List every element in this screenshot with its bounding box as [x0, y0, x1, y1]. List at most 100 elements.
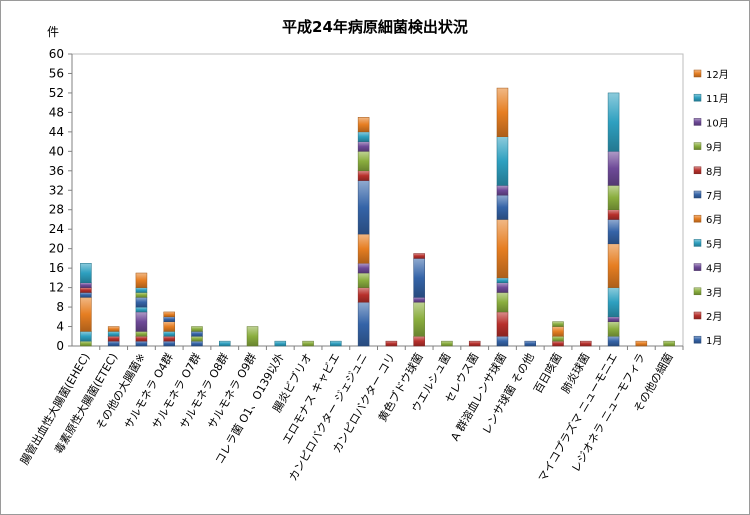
- bar-segment: [413, 301, 425, 337]
- bar-segment: [413, 258, 425, 298]
- bar-segment: [80, 282, 92, 288]
- legend-swatch: [693, 69, 702, 78]
- legend-label: 4月: [706, 263, 722, 275]
- bar-segment: [107, 326, 120, 332]
- bar-segment: [357, 272, 370, 288]
- legend-label: 2月: [706, 311, 722, 323]
- bar-segment: [357, 180, 370, 235]
- y-tick-label: 8: [56, 300, 64, 314]
- bar-segment: [80, 263, 92, 283]
- bar-segment: [107, 331, 120, 337]
- bar-segment: [663, 340, 675, 347]
- plot-area: [71, 53, 684, 347]
- bar-segment: [607, 321, 620, 337]
- bar-segment: [357, 287, 370, 303]
- bar-segment: [496, 292, 509, 313]
- legend-label: 8月: [706, 166, 722, 178]
- y-tick-label: 52: [49, 86, 64, 100]
- bar-segment: [135, 336, 148, 342]
- bar-segment: [552, 326, 564, 337]
- legend-swatch: [693, 287, 702, 296]
- bar-segment: [635, 340, 648, 347]
- legend-label: 6月: [706, 214, 722, 226]
- y-tick-label: 60: [49, 47, 64, 61]
- bar-segment: [357, 141, 370, 152]
- bar-segment: [357, 301, 370, 347]
- legend-label: 3月: [706, 287, 722, 299]
- legend-swatch: [693, 335, 702, 344]
- bar-segment: [607, 219, 620, 245]
- bar-segment: [357, 117, 370, 133]
- bar-segment: [135, 306, 148, 313]
- bar-segment: [135, 297, 148, 308]
- legend-swatch: [693, 311, 702, 320]
- bar-segment: [496, 219, 509, 279]
- legend-swatch: [693, 118, 702, 126]
- bar-segment: [246, 326, 259, 347]
- y-tick-label: 44: [49, 125, 64, 139]
- y-tick-label: 28: [49, 203, 64, 217]
- bar-segment: [496, 311, 509, 337]
- bar-segment: [80, 292, 92, 298]
- bar-segment: [135, 287, 148, 293]
- bar-segment: [552, 321, 564, 327]
- bar-segment: [80, 287, 92, 293]
- bar-segment: [107, 336, 120, 342]
- bar-segment: [191, 331, 203, 337]
- legend-swatch: [693, 142, 702, 150]
- legend-label: 10月: [706, 117, 729, 129]
- y-tick-label: 12: [49, 281, 64, 295]
- bar-segment: [607, 287, 620, 318]
- legend-swatch: [693, 239, 702, 247]
- bar-segment: [552, 340, 564, 347]
- y-tick-label: 20: [49, 242, 64, 256]
- bar-segment: [413, 297, 425, 303]
- bar-segment: [441, 340, 453, 347]
- y-tick-label: 4: [56, 320, 64, 334]
- bar-segment: [496, 277, 509, 283]
- legend-swatch: [693, 93, 702, 102]
- bar-segment: [496, 282, 509, 293]
- bar-segment: [580, 340, 592, 347]
- bar-segment: [135, 292, 148, 298]
- bar-segment: [496, 87, 509, 137]
- legend-label: 12月: [706, 69, 729, 81]
- legend-swatch: [693, 263, 702, 271]
- bar-segment: [552, 336, 564, 342]
- legend-swatch: [693, 214, 702, 223]
- bar-segment: [607, 316, 620, 322]
- bar-segment: [163, 311, 175, 318]
- y-tick-label: 56: [49, 66, 64, 80]
- bar-segment: [385, 340, 398, 347]
- bar-segment: [191, 326, 203, 332]
- legend-label: 7月: [706, 190, 722, 202]
- y-tick-label: 48: [49, 105, 64, 119]
- bar-segment: [607, 243, 620, 288]
- y-tick-label: 36: [49, 164, 64, 178]
- bar-segment: [413, 253, 425, 259]
- legend-label: 11月: [706, 93, 729, 105]
- bar-segment: [496, 136, 509, 186]
- legend-label: 5月: [706, 238, 722, 250]
- y-tick-label: 40: [49, 144, 64, 158]
- bar-segment: [135, 272, 148, 288]
- bar-segment: [163, 321, 175, 332]
- y-tick-label: 0: [56, 339, 64, 353]
- bar-segment: [163, 336, 175, 342]
- chart-title: 平成24年病原細菌検出状況: [282, 18, 468, 36]
- bar-segment: [135, 340, 148, 347]
- legend-swatch: [693, 166, 702, 175]
- bar-segment: [496, 336, 509, 347]
- bar-segment: [135, 311, 148, 332]
- bar-segment: [191, 340, 203, 347]
- bar-segment: [413, 336, 425, 347]
- bar-segment: [163, 340, 175, 347]
- bar-segment: [80, 331, 92, 342]
- bar-segment: [607, 209, 620, 220]
- legend-label: 9月: [706, 142, 722, 154]
- bar-segment: [607, 185, 620, 210]
- bar-segment: [357, 151, 370, 172]
- bar-segment: [468, 340, 481, 347]
